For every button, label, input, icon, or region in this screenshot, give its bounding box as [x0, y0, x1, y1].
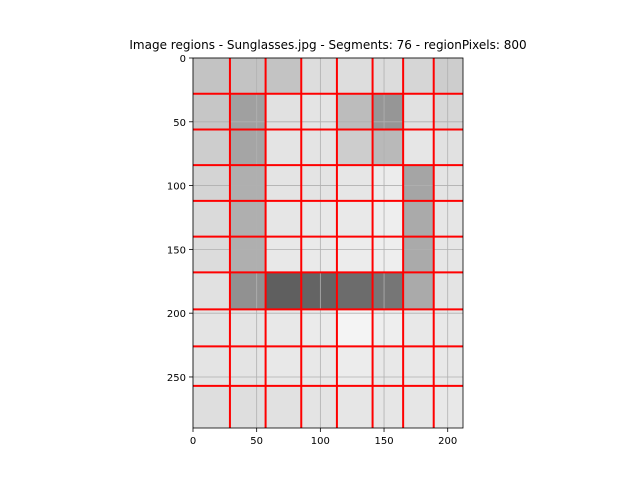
- region-cell: [229, 309, 266, 347]
- region-cell: [301, 129, 337, 166]
- x-tick-label: 50: [250, 436, 263, 447]
- y-tick-label: 150: [167, 245, 186, 256]
- region-cell: [403, 200, 434, 237]
- region-cell: [336, 200, 373, 237]
- region-cell: [336, 236, 373, 273]
- region-cell: [433, 200, 463, 237]
- region-cell: [372, 93, 404, 130]
- region-cell: [229, 200, 266, 237]
- region-cell: [265, 236, 302, 273]
- region-cell: [336, 58, 373, 94]
- region-cell: [336, 93, 373, 130]
- y-tick-label: 0: [180, 54, 186, 65]
- region-cell: [301, 93, 337, 130]
- region-cell: [229, 236, 266, 273]
- region-cell: [372, 309, 404, 347]
- region-cell: [403, 129, 434, 166]
- region-cell: [372, 385, 404, 428]
- region-cell: [433, 272, 463, 310]
- region-cell: [372, 236, 404, 273]
- region-cell: [372, 272, 404, 310]
- region-cell: [229, 165, 266, 201]
- region-cell: [193, 165, 230, 201]
- region-cell: [265, 200, 302, 237]
- region-cell: [433, 346, 463, 386]
- region-cell: [372, 58, 404, 94]
- region-cell: [265, 58, 302, 94]
- region-cell: [336, 129, 373, 166]
- region-cell: [265, 272, 302, 310]
- region-cell: [265, 309, 302, 347]
- region-cell: [193, 129, 230, 166]
- x-tick-label: 150: [374, 436, 393, 447]
- region-cell: [433, 385, 463, 428]
- axes-frame: [192, 57, 464, 429]
- region-cell: [229, 385, 266, 428]
- region-cell: [433, 309, 463, 347]
- region-cell: [193, 236, 230, 273]
- x-tick-label: 100: [311, 436, 330, 447]
- region-cell: [193, 58, 230, 94]
- chart-title: Image regions - Sunglasses.jpg - Segment…: [129, 38, 526, 52]
- axis-grid: [192, 57, 463, 428]
- y-tick-label: 250: [167, 373, 186, 384]
- region-cell: [403, 385, 434, 428]
- region-cell: [301, 165, 337, 201]
- region-cell: [229, 93, 266, 130]
- region-cell: [433, 236, 463, 273]
- region-cell: [372, 346, 404, 386]
- region-cell: [403, 309, 434, 347]
- region-cell: [229, 129, 266, 166]
- region-cell: [265, 129, 302, 166]
- y-tick-label: 50: [173, 118, 186, 129]
- region-cell: [336, 385, 373, 428]
- region-cell: [372, 165, 404, 201]
- region-cell: [265, 93, 302, 130]
- region-cell: [301, 58, 337, 94]
- region-cell: [433, 58, 463, 94]
- region-cell: [193, 93, 230, 130]
- region-cell: [265, 385, 302, 428]
- region-cell: [433, 129, 463, 166]
- region-cell: [193, 272, 230, 310]
- region-cell: [403, 272, 434, 310]
- x-axis: 0 50 100 150 200: [190, 428, 457, 447]
- region-boundaries: [193, 58, 463, 428]
- region-cell: [301, 309, 337, 347]
- region-cell: [265, 346, 302, 386]
- region-cell: [193, 309, 230, 347]
- region-cell: [301, 272, 337, 310]
- region-cell: [301, 236, 337, 273]
- region-cell: [433, 93, 463, 130]
- image-regions: [193, 58, 463, 428]
- region-cell: [301, 346, 337, 386]
- y-axis: 0 50 100 150 200 250: [167, 54, 193, 384]
- region-cell: [229, 346, 266, 386]
- region-cell: [336, 165, 373, 201]
- region-cell: [336, 272, 373, 310]
- x-tick-label: 200: [438, 436, 457, 447]
- region-cell: [229, 272, 266, 310]
- x-tick-label: 0: [190, 436, 196, 447]
- region-cell: [403, 58, 434, 94]
- y-tick-label: 200: [167, 309, 186, 320]
- region-cell: [372, 200, 404, 237]
- region-cell: [372, 129, 404, 166]
- region-cell: [403, 346, 434, 386]
- region-cell: [193, 346, 230, 386]
- region-cell: [193, 385, 230, 428]
- region-cell: [336, 346, 373, 386]
- y-tick-label: 100: [167, 182, 186, 193]
- region-cell: [193, 200, 230, 237]
- region-cell: [301, 200, 337, 237]
- region-cell: [403, 93, 434, 130]
- region-cell: [265, 165, 302, 201]
- region-cell: [229, 58, 266, 94]
- region-cell: [301, 385, 337, 428]
- region-cell: [403, 236, 434, 273]
- region-cell: [433, 165, 463, 201]
- region-cell: [403, 165, 434, 201]
- region-cell: [336, 309, 373, 347]
